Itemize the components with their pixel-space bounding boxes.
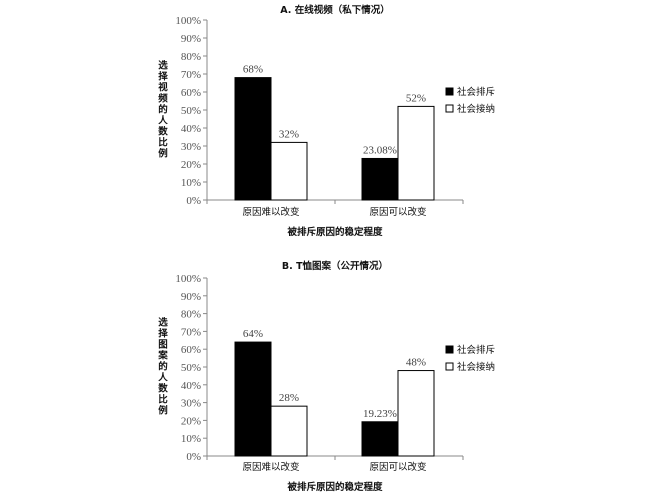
x-axis-label: 被排斥原因的稳定程度 <box>287 226 383 238</box>
legend-label: 社会排斥 <box>457 344 496 356</box>
y-tick-label: 70% <box>181 69 201 81</box>
y-tick-label: 40% <box>181 123 201 135</box>
y-tick-label: 50% <box>181 362 201 374</box>
bar-acceptance <box>270 141 308 201</box>
legend-swatch <box>445 362 454 371</box>
data-label: 19.23% <box>363 408 397 420</box>
y-tick-label: 50% <box>181 105 201 117</box>
y-tick-label: 30% <box>181 398 201 410</box>
y-tick-label: 20% <box>181 415 201 427</box>
y-tick-label: 0% <box>186 451 201 463</box>
legend-swatch <box>445 345 454 354</box>
y-axis-label: 选择视频的人数比例 <box>157 60 168 160</box>
chart-title: B. T恤图案（公开情况） <box>282 260 388 272</box>
category-label: 原因可以改变 <box>369 206 427 218</box>
legend-label: 社会排斥 <box>457 86 496 98</box>
x-axis-label: 被排斥原因的稳定程度 <box>287 481 383 493</box>
y-tick-label: 70% <box>181 326 201 338</box>
chart-title: A. 在线视频（私下情况） <box>280 4 389 16</box>
y-tick-label: 80% <box>181 51 201 63</box>
legend-swatch <box>445 104 454 113</box>
legend-swatch <box>445 87 454 96</box>
y-tick-label: 100% <box>175 273 201 285</box>
y-tick-label: 20% <box>181 159 201 171</box>
bar-acceptance <box>270 405 308 457</box>
bar-acceptance <box>397 105 435 201</box>
chart-b: B. T恤图案（公开情况） 0% 10% 20% 30% 40% 50% 60% 70% 80% 9… <box>157 260 495 493</box>
y-tick-label: 0% <box>186 195 201 207</box>
category-label: 原因难以改变 <box>242 461 300 473</box>
bar-acceptance <box>397 370 435 457</box>
chart-a: A. 在线视频（私下情况） 0% 10% 20% 30% 40% 50% 60% 70% 80% 9… <box>157 4 495 238</box>
data-label: 52% <box>406 92 426 104</box>
y-tick-label: 40% <box>181 380 201 392</box>
data-label: 48% <box>406 357 426 369</box>
bar-exclusion <box>234 77 272 201</box>
data-label: 23.08% <box>363 144 397 156</box>
data-label: 32% <box>279 128 299 140</box>
y-tick-label: 100% <box>175 15 201 27</box>
y-tick-label: 60% <box>181 344 201 356</box>
data-label: 28% <box>279 392 299 404</box>
y-tick-label: 10% <box>181 433 201 445</box>
y-tick-label: 30% <box>181 141 201 153</box>
bar-exclusion <box>234 341 272 457</box>
data-label: 68% <box>243 64 263 76</box>
bar-exclusion <box>361 157 399 201</box>
data-label: 64% <box>243 328 263 340</box>
y-tick-label: 10% <box>181 177 201 189</box>
y-tick-label: 60% <box>181 87 201 99</box>
category-label: 原因可以改变 <box>369 461 427 473</box>
y-axis-label: 选择图案的人数比例 <box>157 317 168 417</box>
y-tick-label: 80% <box>181 309 201 321</box>
y-tick-label: 90% <box>181 33 201 45</box>
category-label: 原因难以改变 <box>242 206 300 218</box>
legend-label: 社会接纳 <box>457 103 495 115</box>
bar-exclusion <box>361 421 399 457</box>
legend-label: 社会接纳 <box>457 361 495 373</box>
y-tick-label: 90% <box>181 291 201 303</box>
